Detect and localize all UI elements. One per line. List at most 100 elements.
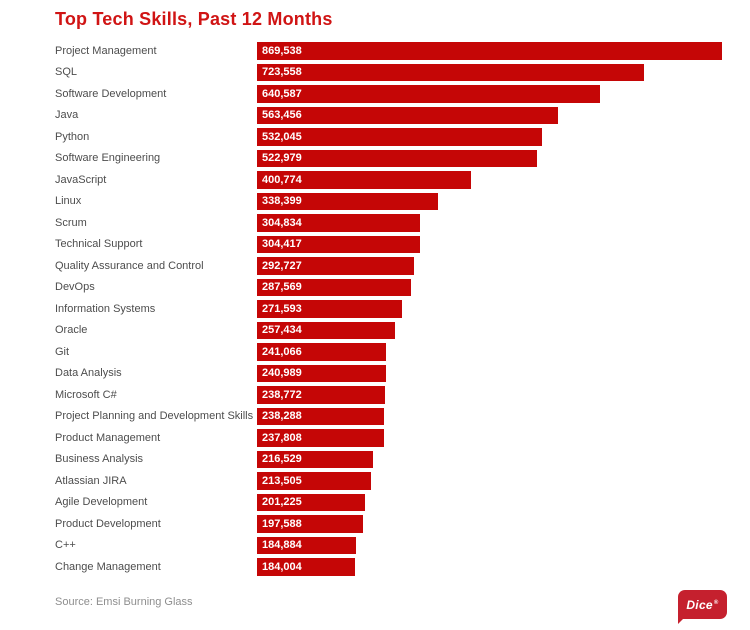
bar-row: SQL 723,558 [55, 62, 722, 84]
skill-bar: 184,004 [257, 558, 356, 576]
skill-label: DevOps [55, 281, 95, 294]
bar-row: JavaScript 400,774 [55, 169, 722, 191]
bar-row: Java 563,456 [55, 105, 722, 127]
skill-bar: 257,434 [257, 321, 395, 339]
skill-bar: 287,569 [257, 278, 411, 296]
skill-label: Scrum [55, 216, 87, 229]
bar-row: C++ 184,884 [55, 535, 722, 557]
skill-label: Business Analysis [55, 453, 144, 466]
bar-value: 640,587 [262, 87, 302, 100]
bar-row: Product Development 197,588 [55, 513, 722, 535]
skill-label: Project Management [55, 44, 157, 57]
skill-bar: 522,979 [257, 149, 537, 167]
skill-bar: 241,066 [257, 343, 386, 361]
bar-row: Business Analysis 216,529 [55, 449, 722, 471]
skill-bar: 640,587 [257, 85, 600, 103]
skill-label: Oracle [55, 324, 88, 337]
skill-bar: 184,884 [257, 536, 356, 554]
dice-logo-text: Dice® [686, 597, 719, 612]
bar-value: 197,588 [262, 517, 302, 530]
bar-row: Information Systems 271,593 [55, 298, 722, 320]
skill-label: Git [55, 345, 70, 358]
bar-value: 723,558 [262, 66, 302, 79]
chart-title: Top Tech Skills, Past 12 Months [55, 9, 333, 29]
dice-logo: Dice® [678, 590, 727, 624]
bar-row: Python 532,045 [55, 126, 722, 148]
skill-label: Change Management [55, 560, 161, 573]
skill-bar: 723,558 [257, 63, 644, 81]
skill-label: Python [55, 130, 90, 143]
bar-chart: Project Management 869,538 SQL 723,558 Softw… [55, 40, 722, 578]
skill-label: Agile Development [55, 496, 148, 509]
bar-value: 400,774 [262, 173, 302, 186]
bar-value: 292,727 [262, 259, 302, 272]
bar-row: Git 241,066 [55, 341, 722, 363]
skill-label: SQL [55, 66, 78, 79]
bar-row: Software Engineering 522,979 [55, 148, 722, 170]
skill-bar: 240,989 [257, 364, 386, 382]
skill-label: Information Systems [55, 302, 156, 315]
skill-bar: 400,774 [257, 171, 472, 189]
skill-label: Project Planning and Development Skills [55, 410, 254, 423]
bar-row: Linux 338,399 [55, 191, 722, 213]
skill-bar: 213,505 [257, 472, 372, 490]
bar-value: 563,456 [262, 109, 302, 122]
bar-row: Software Development 640,587 [55, 83, 722, 105]
skill-label: Software Engineering [55, 152, 161, 165]
bar-value: 271,593 [262, 302, 302, 315]
bar-row: Technical Support 304,417 [55, 234, 722, 256]
bar-value: 304,417 [262, 238, 302, 251]
skill-bar: 532,045 [257, 128, 542, 146]
skill-label: Microsoft C# [55, 388, 117, 401]
bar-row: Quality Assurance and Control 292,727 [55, 255, 722, 277]
skill-bar: 869,538 [257, 42, 722, 60]
bar-row: Change Management 184,004 [55, 556, 722, 578]
skill-bar: 216,529 [257, 450, 373, 468]
bar-value: 213,505 [262, 474, 302, 487]
bar-value: 201,225 [262, 496, 302, 509]
bar-value: 869,538 [262, 44, 302, 57]
skill-bar: 237,808 [257, 429, 385, 447]
bar-value: 238,288 [262, 410, 302, 423]
skill-bar: 338,399 [257, 192, 438, 210]
skill-label: Data Analysis [55, 367, 122, 380]
skill-label: Java [55, 109, 79, 122]
skill-label: Quality Assurance and Control [55, 259, 204, 272]
source-text: Source: Emsi Burning Glass [55, 596, 193, 608]
bar-value: 257,434 [262, 324, 302, 337]
bar-value: 240,989 [262, 367, 302, 380]
skill-label: C++ [55, 539, 76, 552]
bar-row: Agile Development 201,225 [55, 492, 722, 514]
skill-label: Technical Support [55, 238, 143, 251]
skill-bar: 304,417 [257, 235, 420, 253]
bar-row: DevOps 287,569 [55, 277, 722, 299]
skill-bar: 304,834 [257, 214, 420, 232]
skill-label: JavaScript [55, 173, 107, 186]
skill-bar: 238,288 [257, 407, 385, 425]
bar-row: Project Management 869,538 [55, 40, 722, 62]
bar-row: Project Planning and Development Skills 2… [55, 406, 722, 428]
skill-bar: 292,727 [257, 257, 414, 275]
bar-row: Microsoft C# 238,772 [55, 384, 722, 406]
bar-value: 287,569 [262, 281, 302, 294]
skill-label: Software Development [55, 87, 167, 100]
bar-value: 522,979 [262, 152, 302, 165]
skill-bar: 563,456 [257, 106, 559, 124]
skill-bar: 197,588 [257, 515, 363, 533]
bar-row: Scrum 304,834 [55, 212, 722, 234]
skill-bar: 238,772 [257, 386, 385, 404]
bar-value: 237,808 [262, 431, 302, 444]
skill-bar: 201,225 [257, 493, 365, 511]
registered-mark: ® [713, 599, 719, 606]
bar-value: 304,834 [262, 216, 302, 229]
bar-row: Oracle 257,434 [55, 320, 722, 342]
skill-label: Product Management [55, 431, 161, 444]
bar-value: 216,529 [262, 453, 302, 466]
skill-label: Atlassian JIRA [55, 474, 127, 487]
skill-bar: 271,593 [257, 300, 403, 318]
bar-value: 238,772 [262, 388, 302, 401]
skill-label: Product Development [55, 517, 161, 530]
bar-value: 338,399 [262, 195, 302, 208]
bar-value: 241,066 [262, 345, 302, 358]
